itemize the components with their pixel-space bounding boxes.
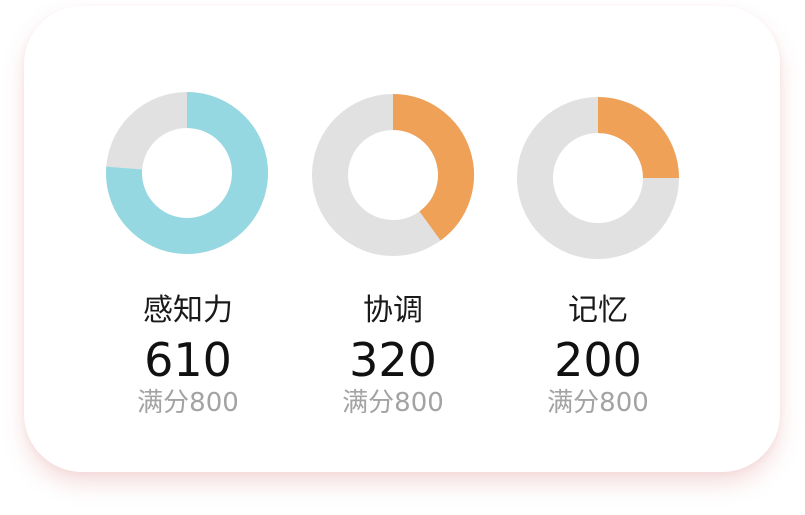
memory-donut: [517, 97, 679, 259]
memory-donut-arc: [597, 97, 679, 179]
coordination-donut: [312, 94, 474, 256]
coordination-score: 320: [349, 333, 437, 387]
memory-max-label: 满分800: [547, 388, 649, 418]
coordination-label: 协调: [363, 293, 423, 328]
memory-label: 记忆: [568, 293, 628, 328]
perception-max-label: 满分800: [137, 388, 239, 418]
metric-memory: 记忆 200 满分800: [512, 6, 732, 472]
perception-label: 感知力: [143, 293, 233, 328]
perception-donut: [106, 92, 268, 254]
perception-score: 610: [144, 333, 232, 387]
coordination-donut-arc: [392, 94, 474, 241]
metric-perception: 感知力 610 满分800: [101, 6, 321, 472]
scores-card: 感知力 610 满分800 协调 320 满分800 记忆 200 满分800: [24, 6, 780, 472]
coordination-max-label: 满分800: [342, 388, 444, 418]
perception-donut-arc: [106, 92, 268, 254]
metric-coordination: 协调 320 满分800: [307, 6, 527, 472]
memory-score: 200: [554, 333, 642, 387]
